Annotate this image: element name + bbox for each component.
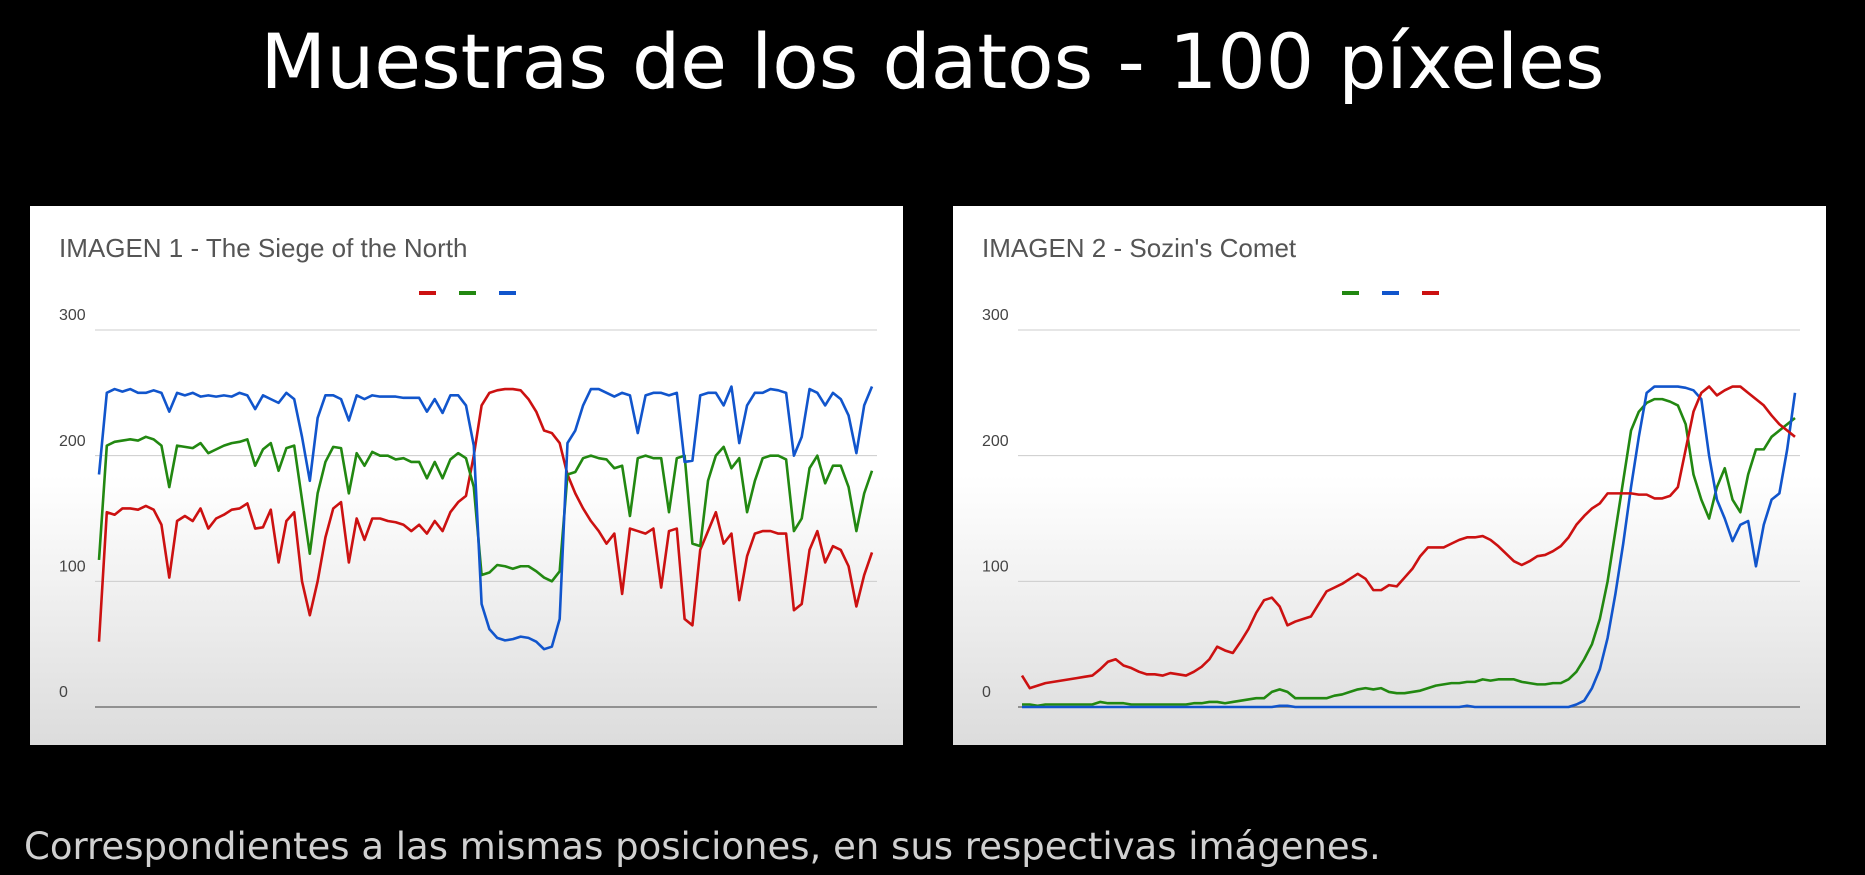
series-line: [1020, 385, 1796, 690]
series-line: [97, 387, 874, 642]
chart-title: IMAGEN 2 - Sozin's Comet: [982, 233, 1297, 263]
series-line: [1022, 397, 1796, 708]
y-tick-label: 200: [982, 433, 1009, 450]
y-tick-label: 300: [982, 307, 1009, 324]
chart: IMAGEN 2 - Sozin's Comet 0 100 200 300: [953, 206, 1826, 745]
series-line: [97, 385, 874, 651]
y-tick-label: 0: [982, 684, 991, 701]
y-tick-label: 0: [59, 684, 68, 701]
y-tick-label: 200: [59, 433, 86, 450]
caption: Correspondientes a las mismas posiciones…: [24, 825, 1381, 868]
chart: IMAGEN 1 - The Siege of the North 0 100 200…: [30, 206, 903, 745]
panel: [30, 206, 903, 745]
y-tick-label: 100: [982, 559, 1009, 576]
y-tick-label: 300: [59, 307, 86, 324]
slide-title: Muestras de los datos - 100 píxeles: [260, 17, 1605, 106]
y-tick-label: 100: [59, 559, 86, 576]
series-line: [1022, 385, 1797, 709]
chart-title: IMAGEN 1 - The Siege of the North: [59, 233, 467, 263]
series-line: [97, 435, 874, 583]
